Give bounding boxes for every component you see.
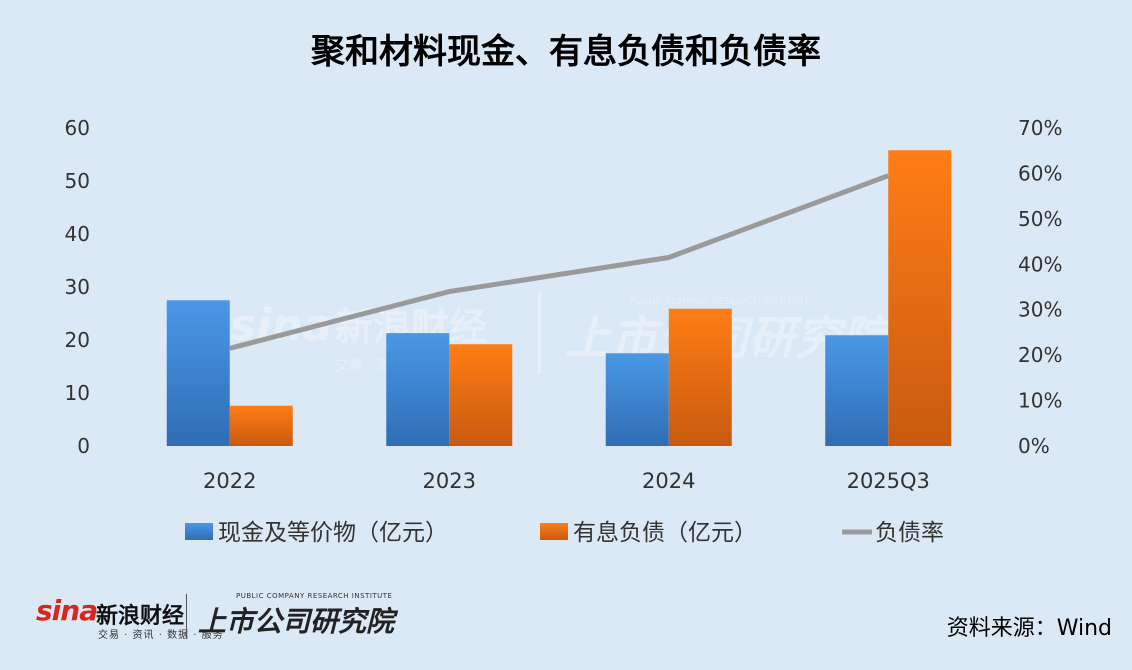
- watermark-institute-en: PUBLIC COMPANY RESEARCH INSTITUTE: [630, 297, 810, 307]
- watermark-divider: [538, 292, 541, 374]
- y-tick-right: 10%: [1018, 389, 1062, 413]
- bar-debt-2022: [229, 405, 293, 446]
- y-tick-left: 20: [65, 328, 90, 352]
- bar-debt-2025Q3: [888, 150, 952, 446]
- y-tick-right: 20%: [1018, 343, 1062, 367]
- chart: sina 新浪财经 交易 · 资讯 · 数据 · 服务 上市公司研究院 PUBL…: [65, 116, 1063, 546]
- y-tick-right: 0%: [1018, 434, 1050, 458]
- legend-swatch: [540, 523, 568, 540]
- source-note: 资料来源：Wind: [946, 616, 1112, 641]
- x-tick: 2022: [203, 469, 256, 493]
- chart-title: 聚和材料现金、有息负债和负债率: [311, 32, 821, 72]
- watermark: sina 新浪财经 交易 · 资讯 · 数据 · 服务 上市公司研究院 PUBL…: [230, 292, 894, 374]
- y-tick-left: 0: [77, 434, 90, 458]
- logo-divider: [186, 594, 187, 638]
- line-debt-ratio: [229, 173, 890, 351]
- institute-logo-en: PUBLIC COMPANY RESEARCH INSTITUTE: [236, 592, 393, 600]
- bar-cash-2022: [166, 300, 230, 446]
- y-tick-left: 30: [65, 275, 90, 299]
- y-tick-right: 50%: [1018, 207, 1062, 231]
- sina-logo-brand: 新浪财经: [96, 604, 185, 629]
- institute-logo: 上市公司研究院: [198, 605, 395, 638]
- legend-item: 负债率: [842, 520, 944, 546]
- bar-debt-2023: [449, 344, 513, 446]
- y-tick-left: 10: [65, 381, 90, 405]
- legend-label: 现金及等价物（亿元）: [218, 520, 448, 546]
- y-tick-left: 50: [65, 169, 90, 193]
- legend-label: 有息负债（亿元）: [573, 520, 757, 546]
- x-tick: 2023: [423, 469, 476, 493]
- x-tick: 2025Q3: [847, 469, 930, 493]
- y-tick-right: 60%: [1018, 161, 1062, 185]
- sina-finance-logo: sina 新浪财经 交易 · 资讯 · 数据 · 服务 PUBLIC COMPA…: [36, 592, 406, 644]
- bar-cash-2024: [605, 353, 669, 446]
- legend-item: 现金及等价物（亿元）: [185, 520, 448, 546]
- legend-swatch: [185, 523, 213, 540]
- x-tick: 2024: [642, 469, 695, 493]
- y-tick-left: 40: [65, 222, 90, 246]
- y-tick-right: 40%: [1018, 252, 1062, 276]
- sina-logo-subtitle: 交易 · 资讯 · 数据 · 服务: [98, 630, 224, 641]
- y-tick-right: 30%: [1018, 298, 1062, 322]
- bar-debt-2024: [668, 308, 732, 446]
- legend-label: 负债率: [875, 520, 944, 546]
- bar-cash-2025Q3: [825, 335, 889, 446]
- bar-cash-2023: [386, 333, 450, 446]
- y-tick-right: 70%: [1018, 116, 1062, 140]
- y-tick-left: 60: [65, 116, 90, 140]
- legend-item: 有息负债（亿元）: [540, 520, 757, 546]
- sina-logo-mark: sina: [36, 594, 98, 627]
